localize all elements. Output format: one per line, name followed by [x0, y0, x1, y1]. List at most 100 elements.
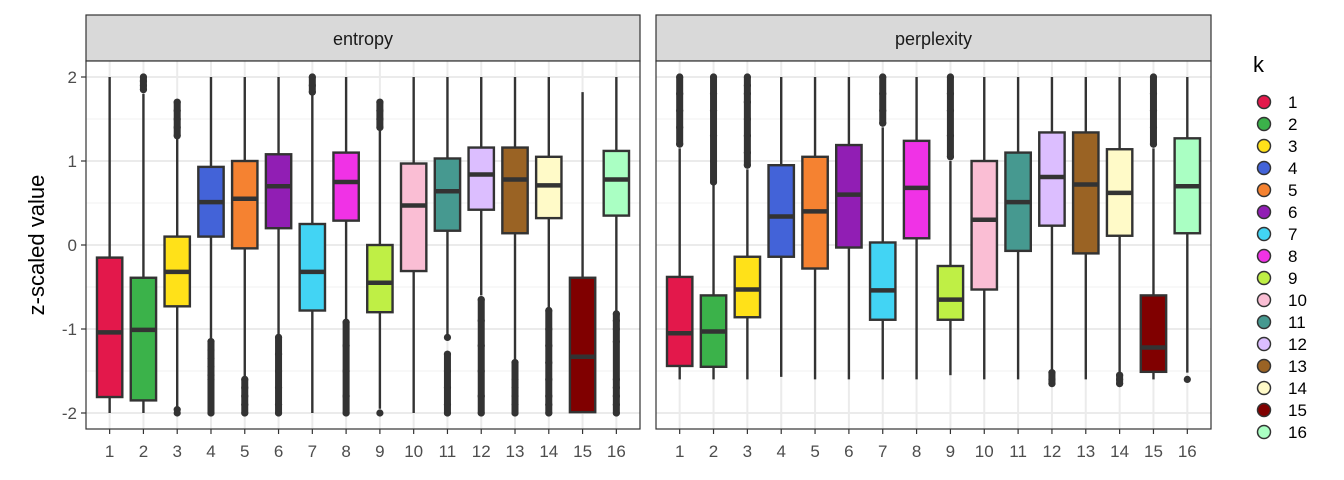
- legend-label: 11: [1288, 313, 1306, 332]
- legend-swatch: [1256, 424, 1272, 440]
- x-tick-label: 1: [105, 442, 114, 461]
- legend-swatch: [1256, 182, 1272, 198]
- x-tick-label: 6: [274, 442, 283, 461]
- outlier-point: [376, 409, 384, 417]
- box-body: [332, 151, 360, 222]
- box-body: [433, 157, 462, 232]
- box-body: [399, 162, 428, 273]
- box-entropy-k16: [602, 77, 631, 417]
- legend-swatch: [1256, 248, 1272, 264]
- box-body: [366, 243, 394, 314]
- box-entropy-k4: [197, 77, 225, 417]
- x-tick-label: 9: [375, 442, 384, 461]
- x-tick-label: 12: [1042, 442, 1061, 461]
- box-entropy-k13: [501, 77, 529, 417]
- box-perplexity-k10: [970, 77, 999, 380]
- legend-item-12: 12: [1256, 335, 1307, 354]
- box-perplexity-k9: [936, 73, 965, 376]
- x-tick-label: 16: [1178, 442, 1197, 461]
- legend-label: 10: [1288, 291, 1307, 310]
- legend-title: k: [1253, 52, 1265, 77]
- box-body: [733, 255, 762, 319]
- box-perplexity-k14: [1105, 77, 1134, 388]
- legend-label: 14: [1288, 379, 1307, 398]
- x-tick-label: 3: [743, 442, 752, 461]
- box-body: [264, 153, 293, 230]
- legend-swatch: [1256, 270, 1272, 286]
- box-body: [230, 159, 259, 250]
- x-tick-label: 4: [206, 442, 215, 461]
- legend-item-16: 16: [1256, 423, 1307, 442]
- box-entropy-k8: [332, 77, 360, 417]
- box-perplexity-k5: [801, 77, 829, 380]
- legend-swatch: [1256, 380, 1272, 396]
- x-tick-label: 4: [776, 442, 785, 461]
- x-tick-label: 14: [1110, 442, 1129, 461]
- legend-swatch: [1256, 94, 1272, 110]
- x-tick-label: 5: [240, 442, 249, 461]
- panel-border: [655, 60, 1212, 430]
- x-tick-label: 11: [1009, 442, 1027, 461]
- x-tick-label: 1: [675, 442, 684, 461]
- legend-swatch: [1256, 358, 1272, 374]
- x-tick-label: 15: [1144, 442, 1163, 461]
- box-body: [970, 159, 999, 291]
- x-tick-label: 12: [472, 442, 491, 461]
- legend-item-9: 9: [1256, 269, 1297, 288]
- box-entropy-k11: [433, 77, 462, 417]
- facet-strip-label: perplexity: [895, 29, 972, 49]
- legend-swatch: [1256, 402, 1272, 418]
- y-tick-label: 0: [68, 236, 77, 255]
- box-entropy-k6: [264, 77, 293, 417]
- legend-label: 15: [1288, 401, 1307, 420]
- box-body: [1139, 294, 1168, 374]
- box-perplexity-k8: [902, 77, 931, 380]
- x-tick-label: 6: [844, 442, 853, 461]
- x-tick-label: 14: [539, 442, 558, 461]
- box-perplexity-k15: [1139, 73, 1168, 380]
- legend-label: 13: [1288, 357, 1307, 376]
- x-tick-label: 10: [404, 442, 423, 461]
- legend-swatch: [1256, 116, 1272, 132]
- box-perplexity-k3: [733, 73, 762, 380]
- box-perplexity-k13: [1071, 77, 1100, 380]
- legend-item-14: 14: [1256, 379, 1307, 398]
- x-tick-label: 2: [709, 442, 718, 461]
- y-axis-title: z-scaled value: [24, 175, 49, 316]
- x-tick-label: 11: [439, 442, 457, 461]
- box-entropy-k10: [399, 77, 428, 413]
- y-tick-label: 1: [68, 152, 77, 171]
- legend-item-10: 10: [1256, 291, 1307, 310]
- box-body: [665, 275, 694, 368]
- box-perplexity-k7: [868, 73, 897, 380]
- legend-label: 3: [1288, 137, 1297, 156]
- box-entropy-k7: [298, 73, 327, 413]
- legend-item-1: 1: [1256, 93, 1297, 112]
- legend-label: 12: [1288, 335, 1307, 354]
- legend-label: 8: [1288, 247, 1297, 266]
- box-entropy-k2: [129, 73, 158, 413]
- legend-label: 7: [1288, 225, 1297, 244]
- y-tick-label: 2: [68, 68, 77, 87]
- legend-item-5: 5: [1256, 181, 1297, 200]
- legend-item-13: 13: [1256, 357, 1307, 376]
- legend-label: 1: [1288, 93, 1297, 112]
- legend-swatch: [1256, 226, 1272, 242]
- box-body: [767, 163, 796, 258]
- legend-label: 6: [1288, 203, 1297, 222]
- legend-item-11: 11: [1256, 313, 1306, 332]
- legend-swatch: [1256, 292, 1272, 308]
- x-tick-label: 3: [172, 442, 181, 461]
- box-perplexity-k4: [767, 77, 796, 377]
- box-body: [501, 146, 529, 235]
- box-body: [602, 149, 631, 217]
- x-tick-label: 2: [139, 442, 148, 461]
- legend-item-3: 3: [1256, 137, 1297, 156]
- box-body: [467, 146, 496, 211]
- legend-item-2: 2: [1256, 115, 1297, 134]
- box-body: [568, 276, 597, 414]
- box-entropy-k12: [467, 77, 496, 417]
- x-tick-label: 15: [573, 442, 592, 461]
